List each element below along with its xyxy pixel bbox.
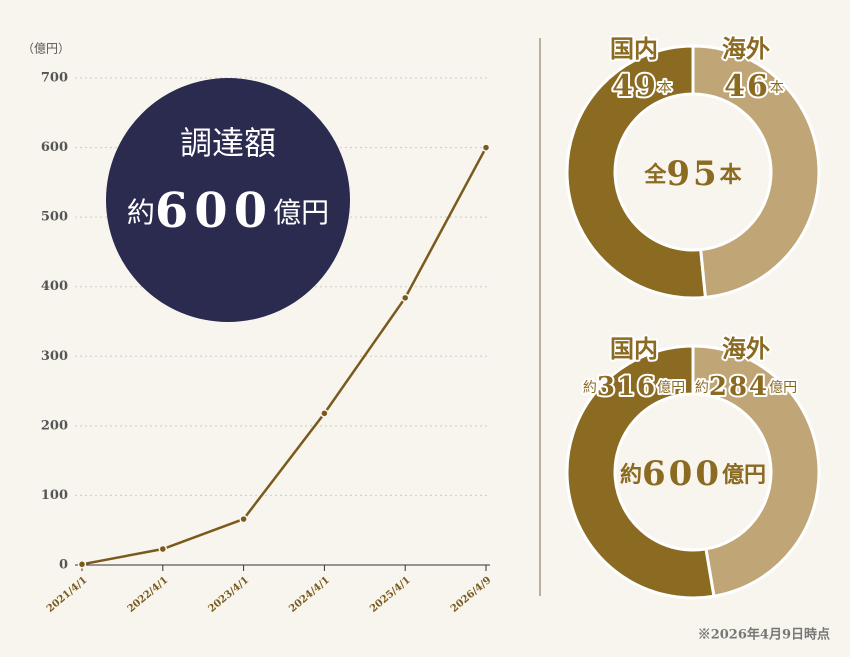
- value-label: 49本: [612, 69, 672, 104]
- text-part: 本: [658, 80, 672, 96]
- text-part: 本: [720, 163, 742, 188]
- y-tick-label: 400: [41, 279, 68, 294]
- text-part: 約: [620, 462, 642, 488]
- category-label: 海外: [722, 335, 770, 363]
- text-part: 億円: [657, 380, 685, 396]
- y-tick-label: 600: [41, 140, 68, 155]
- y-tick-label: 300: [41, 349, 68, 364]
- text-part: 46: [724, 69, 770, 104]
- point: [320, 409, 329, 418]
- text-part: 億円: [769, 380, 797, 396]
- text-part: 億円: [273, 196, 329, 229]
- y-tick-label: 700: [41, 71, 68, 86]
- badge-amount: 約600億円: [127, 183, 329, 239]
- point: [77, 560, 87, 569]
- category-label: 国内: [610, 335, 658, 363]
- text-part: 全: [643, 162, 667, 188]
- y-tick-label: 0: [59, 558, 68, 573]
- category-label: 国内: [610, 35, 658, 63]
- donut-segment: [565, 44, 708, 300]
- y-tick-label: 500: [41, 210, 68, 225]
- category-label: 海外: [722, 35, 770, 63]
- text-part: 49: [612, 69, 658, 104]
- text-part: 約: [695, 380, 709, 396]
- text-part: 316: [597, 372, 657, 402]
- value-label: 約284億円: [695, 372, 797, 402]
- text-part: 億円: [722, 462, 766, 488]
- badge: [106, 78, 350, 322]
- text-part: 本: [770, 80, 784, 96]
- line-series: [81, 146, 488, 566]
- text-part: 600: [642, 454, 722, 494]
- y-tick-label: 100: [41, 488, 68, 503]
- text-part: 284: [709, 372, 769, 402]
- footnote: ※2026年4月9日時点: [698, 627, 830, 643]
- text-part: 600: [155, 183, 273, 239]
- value-label: 46本: [724, 69, 784, 104]
- text-part: 約: [583, 380, 597, 396]
- badge-title: 調達額: [180, 124, 276, 162]
- donut-segment: [565, 344, 716, 600]
- donut-segment: [691, 344, 821, 598]
- value-label: 約316億円: [583, 372, 685, 402]
- point: [481, 143, 491, 152]
- total-label: 約600億円: [620, 454, 766, 494]
- point: [400, 293, 410, 303]
- text-part: 約: [127, 196, 155, 229]
- y-unit: （億円）: [22, 42, 70, 56]
- donut-segment: [691, 44, 821, 300]
- total-label: 全95本: [643, 154, 741, 194]
- y-tick-label: 200: [41, 418, 68, 433]
- point: [239, 514, 248, 524]
- text-part: 95: [666, 154, 719, 194]
- point: [158, 544, 168, 554]
